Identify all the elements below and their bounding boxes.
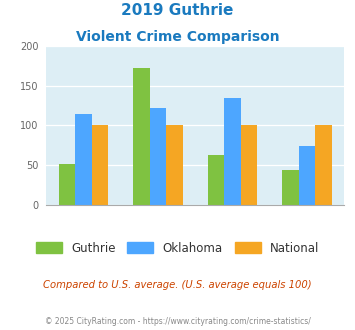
Text: © 2025 CityRating.com - https://www.cityrating.com/crime-statistics/: © 2025 CityRating.com - https://www.city… xyxy=(45,317,310,326)
Bar xyxy=(133,68,150,205)
Bar xyxy=(299,146,315,205)
Legend: Guthrie, Oklahoma, National: Guthrie, Oklahoma, National xyxy=(31,237,324,259)
Bar xyxy=(241,125,257,205)
Bar xyxy=(166,125,182,205)
Text: Compared to U.S. average. (U.S. average equals 100): Compared to U.S. average. (U.S. average … xyxy=(43,280,312,290)
Text: 2019 Guthrie: 2019 Guthrie xyxy=(121,3,234,18)
Bar xyxy=(315,125,332,205)
Bar xyxy=(92,125,108,205)
Bar xyxy=(150,108,166,205)
Bar xyxy=(59,164,75,205)
Bar xyxy=(75,114,92,205)
Bar xyxy=(224,98,241,205)
Bar xyxy=(208,155,224,205)
Text: Violent Crime Comparison: Violent Crime Comparison xyxy=(76,30,279,44)
Bar xyxy=(283,170,299,205)
